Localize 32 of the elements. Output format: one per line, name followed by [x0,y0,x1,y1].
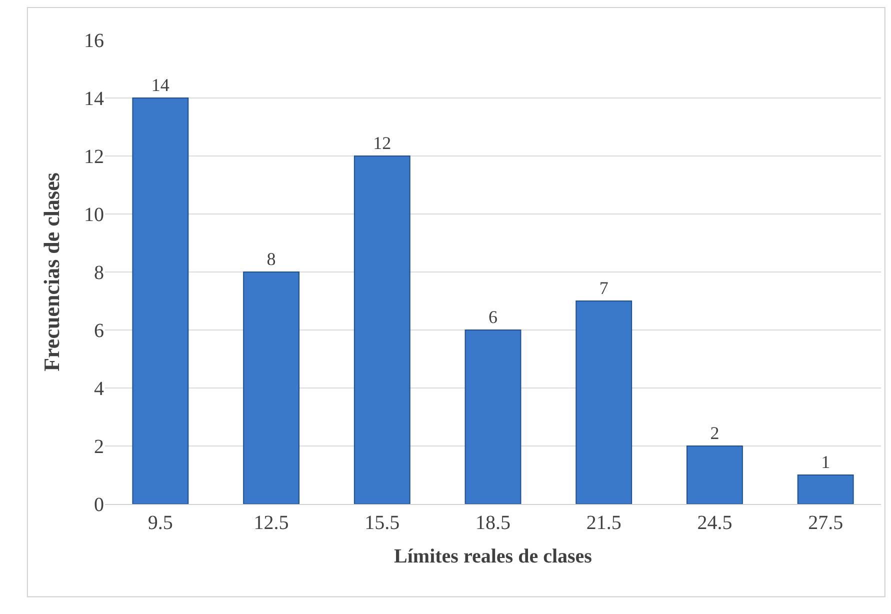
data-label: 1 [821,452,830,472]
y-tick-label: 4 [94,378,104,400]
y-tick-label: 14 [84,88,104,110]
bar [686,446,743,504]
x-tick-label: 15.5 [364,512,400,534]
bar [797,474,854,504]
x-tick-label: 24.5 [697,512,732,534]
bar [464,330,522,504]
y-tick-label: 16 [84,30,104,52]
data-label: 7 [599,278,608,298]
y-tick-label: 2 [94,436,104,458]
y-tick-label: 6 [94,320,104,342]
x-tick-label: 18.5 [476,512,510,534]
data-label: 14 [151,75,170,95]
y-tick-label: 12 [84,146,104,168]
y-tick-label: 10 [84,204,104,226]
x-tick-label: 21.5 [586,512,622,534]
data-label: 12 [373,133,392,153]
y-axis-title: Frecuencias de clases [38,172,64,372]
bar [243,272,300,504]
y-tick-label: 0 [94,494,104,516]
x-axis-title: Límites reales de clases [394,546,592,568]
bar [576,300,632,504]
data-label: 6 [488,307,498,327]
y-tick-label: 8 [94,262,104,284]
data-label: 2 [710,423,720,443]
data-label: 8 [266,249,276,269]
bar [354,156,410,504]
x-tick-label: 12.5 [254,512,289,534]
x-tick-label: 9.5 [148,512,173,534]
x-tick-label: 27.5 [808,512,844,534]
bar [132,98,189,504]
